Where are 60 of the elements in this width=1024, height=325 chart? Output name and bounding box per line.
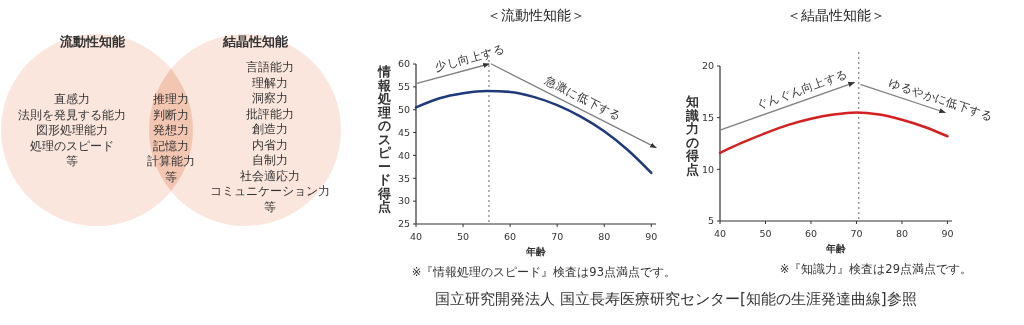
text: ※『知識力』検査は29点満点です。: [779, 262, 972, 276]
x-tick-label: 90: [941, 228, 954, 239]
x-tick-label: 90: [645, 231, 658, 242]
text: 国立研究開発法人 国立長寿医療研究センター[知能の生涯発達曲線]参照: [435, 290, 917, 308]
text: 批評能力: [246, 106, 294, 121]
text: 内省力: [252, 137, 288, 152]
annotation: 急激に低下する: [541, 72, 624, 124]
text: 推理力: [153, 92, 189, 106]
text: 洞察力: [252, 91, 288, 105]
y-tick-label: 40: [397, 149, 410, 161]
x-tick-label: 40: [409, 231, 423, 242]
text: 記憶力: [153, 138, 189, 153]
y-tick-label: 35: [397, 172, 410, 184]
text: 社会適応力: [240, 168, 300, 183]
x-tick-label: 50: [457, 231, 470, 242]
x-tick-label: 40: [713, 228, 727, 239]
x-tick-label: 60: [804, 228, 818, 239]
y-tick-label: 20: [701, 60, 714, 72]
text: 等: [165, 169, 177, 184]
x-tick-label: 70: [551, 231, 564, 242]
text: コミュニケーション力: [210, 184, 330, 198]
y-tick-label: 30: [397, 195, 410, 207]
text: 等: [264, 199, 276, 214]
text: 自制力: [252, 153, 288, 167]
text: 等: [66, 154, 78, 168]
text: 法則を発見する能力: [18, 107, 126, 122]
x-tick-label: 70: [850, 228, 863, 239]
text: 理解力: [252, 75, 288, 90]
text: 処理のスピード: [30, 138, 114, 153]
text: 直感力: [54, 92, 90, 106]
y-tick-label: 55: [397, 81, 410, 93]
x-tick-label: 50: [759, 228, 772, 239]
y-tick-label: 10: [701, 163, 714, 175]
y-tick-label: 45: [397, 126, 410, 138]
text: 創造力: [252, 122, 288, 136]
x-tick-label: 80: [895, 228, 909, 239]
text: 言語能力: [246, 60, 294, 74]
annotation: ぐんぐん向上する: [754, 66, 850, 113]
text: ※『情報処理のスピード』検査は93点満点です。: [411, 265, 676, 279]
y-tick-label: 25: [397, 218, 410, 230]
text: 判断力: [153, 107, 189, 122]
x-tick-label: 80: [598, 231, 611, 242]
text: 発想力: [153, 123, 189, 137]
text: 結晶性知能: [221, 34, 289, 49]
text: 計算能力: [147, 154, 195, 168]
x-tick-label: 60: [504, 231, 517, 242]
x-axis-title: 年齢: [525, 246, 547, 257]
x-axis-title: 年齢: [825, 243, 847, 254]
annotation: 少し向上する: [433, 41, 507, 74]
y-tick-label: 50: [397, 104, 410, 116]
text: 図形処理能力: [36, 123, 108, 137]
y-axis-title: 知識力の得点: [684, 94, 699, 177]
y-tick-label: 5: [707, 215, 714, 227]
y-tick-label: 15: [701, 111, 714, 123]
chart-title: ＜流動性知能＞: [487, 7, 585, 23]
chart-title: ＜結晶性知能＞: [787, 7, 885, 23]
annotation: ゆるやかに低下する: [887, 75, 995, 124]
y-tick-label: 60: [397, 58, 410, 70]
text: 情報処理のスピード得点: [377, 64, 391, 214]
text: 流動性知能: [58, 34, 126, 49]
